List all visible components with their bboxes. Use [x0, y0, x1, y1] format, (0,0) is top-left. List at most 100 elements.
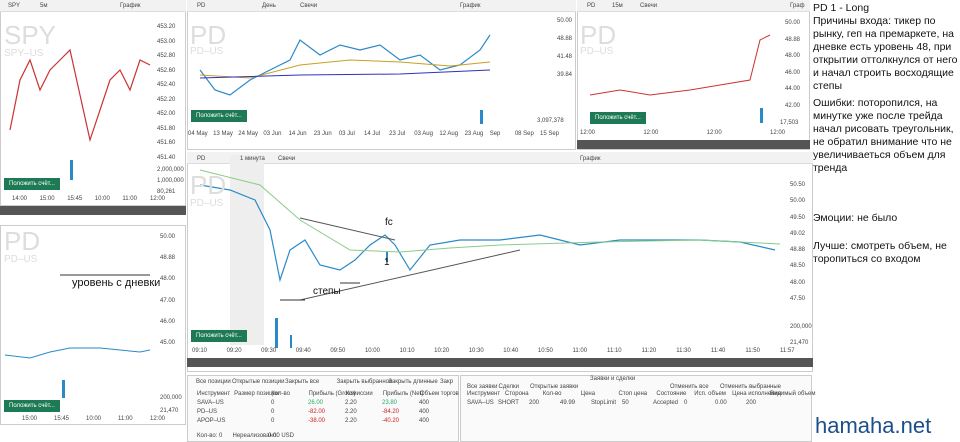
- price-label: 452.80: [157, 53, 176, 60]
- time-label: 23 Jul: [389, 131, 406, 137]
- time-label: 15:45: [67, 196, 83, 202]
- button[interactable]: Положить счёт...: [4, 178, 60, 190]
- time-label: 10:00: [364, 348, 380, 354]
- time-label: 10:20: [434, 348, 450, 354]
- time-label: 09:40: [295, 348, 311, 354]
- price-label: 44.00: [785, 86, 801, 93]
- column-header: Состояние: [656, 391, 687, 397]
- price-label: 453.20: [157, 24, 176, 30]
- time-label: 11:30: [676, 348, 691, 354]
- watermark: PD: [190, 170, 227, 200]
- cell: 0: [271, 418, 275, 424]
- time-label: 15:45: [54, 416, 70, 422]
- time-label: 12:00: [150, 196, 166, 202]
- button[interactable]: Положить счёт...: [191, 110, 247, 122]
- spy-panel: [0, 0, 186, 206]
- time-label: 15 Sep: [540, 131, 560, 137]
- time-label: 03 Jun: [263, 131, 282, 137]
- scrollbar[interactable]: [0, 206, 186, 215]
- price-label: 452.60: [157, 67, 176, 74]
- price-label: 451.80: [157, 125, 176, 132]
- cell: Accepted: [653, 400, 679, 406]
- scrollbar[interactable]: [187, 358, 813, 367]
- price-label: 452.40: [157, 82, 176, 89]
- volume-label: 21,470: [790, 340, 809, 346]
- price-line: [4, 347, 151, 359]
- cell: 26.00: [308, 400, 324, 406]
- time-label: 03 Jul: [338, 131, 355, 137]
- watermark: PD: [190, 20, 227, 50]
- cell: 49.99: [560, 400, 576, 406]
- tab: Все заявки: [467, 384, 498, 390]
- annotation: степы: [313, 286, 341, 297]
- time-label: Sep: [489, 131, 501, 137]
- trend-line: [299, 249, 521, 301]
- time-label: 10:30: [468, 348, 484, 354]
- cell: 400: [419, 409, 430, 415]
- time-label: 11:00: [122, 196, 137, 202]
- price-label: 48.88: [160, 255, 176, 262]
- price-label: 48.88: [557, 36, 573, 42]
- scrollbar[interactable]: [577, 140, 810, 149]
- watermark-sub: PD–US: [580, 46, 614, 57]
- button: Закр: [440, 379, 453, 385]
- mode: Граф: [790, 3, 805, 9]
- tab: Открытые заявки: [530, 384, 579, 390]
- button[interactable]: Положить счёт...: [590, 112, 646, 124]
- price-label: 46.00: [785, 69, 801, 76]
- cell: 200: [746, 400, 757, 406]
- button: Закрыть длинные: [388, 379, 438, 385]
- volume-label: 200,000: [790, 324, 812, 330]
- chart-type: Свечи: [300, 3, 318, 9]
- annotation: fc: [385, 217, 393, 228]
- watermark-sub: SPY–US: [4, 48, 44, 59]
- time-label: 15:00: [39, 196, 55, 202]
- chart-type: Свечи: [640, 3, 658, 9]
- time-label: 12:00: [150, 416, 166, 422]
- button[interactable]: Положить счёт...: [4, 400, 60, 412]
- pd-15m-panel: [577, 0, 810, 150]
- price-label: 50.00: [785, 20, 801, 26]
- price-label: 50.00: [160, 234, 176, 240]
- price-label: 453.00: [157, 38, 176, 45]
- chart-type: Свечи: [278, 156, 296, 162]
- mode: График: [120, 3, 141, 9]
- price-label: 48.88: [790, 247, 806, 254]
- price-label: 48.00: [785, 53, 801, 60]
- time-label: 14 Jun: [288, 131, 307, 137]
- volume-label: 2,000,000: [157, 167, 184, 173]
- cell: -38.00: [308, 418, 326, 424]
- site-watermark: hamaha.net: [815, 413, 932, 438]
- cell: StopLimit: [591, 400, 617, 406]
- note: Эмоции: не было: [813, 212, 898, 224]
- watermark-sub: PD–US: [190, 46, 224, 57]
- price-line: [199, 184, 776, 283]
- cell: 0: [271, 400, 275, 406]
- volume-bars: [62, 108, 763, 398]
- cell: 0: [684, 400, 688, 406]
- button: Отменить все: [670, 384, 709, 390]
- cell: SHORT: [498, 400, 519, 406]
- time-label: 24 May: [238, 131, 258, 137]
- cell: 2.20: [345, 400, 357, 406]
- button[interactable]: Положить счёт...: [191, 330, 247, 342]
- interval: 1 минута: [240, 156, 265, 162]
- time-label: 14:00: [12, 196, 28, 202]
- pd-small-panel: [0, 225, 186, 425]
- volume-label: 200,000: [160, 395, 182, 401]
- interval: День: [262, 3, 276, 9]
- price-line: [9, 48, 151, 143]
- time-label: 13 May: [213, 131, 233, 137]
- footer: Кол-во: 0: [197, 433, 223, 439]
- price-label: 48.00: [790, 279, 806, 286]
- time-label: 11:50: [745, 348, 760, 354]
- symbol: PD: [197, 156, 206, 162]
- price-label: 49.50: [790, 214, 806, 221]
- time-label: 11:10: [607, 348, 622, 354]
- cell: 2.20: [345, 418, 357, 424]
- note: Лучше: смотреть объем, не торопиться со …: [813, 240, 947, 265]
- time-label: 11:00: [572, 348, 588, 354]
- time-label: 11:40: [710, 348, 726, 354]
- button: Закрыть выбранное: [336, 379, 393, 385]
